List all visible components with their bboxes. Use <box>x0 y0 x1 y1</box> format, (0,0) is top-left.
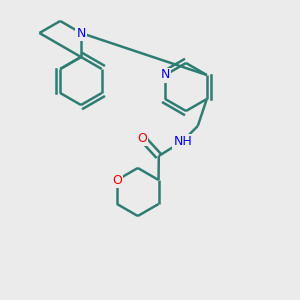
Text: O: O <box>112 173 122 187</box>
Text: N: N <box>76 26 86 40</box>
Text: O: O <box>137 131 147 145</box>
Text: N: N <box>160 68 170 82</box>
Text: NH: NH <box>173 134 192 148</box>
